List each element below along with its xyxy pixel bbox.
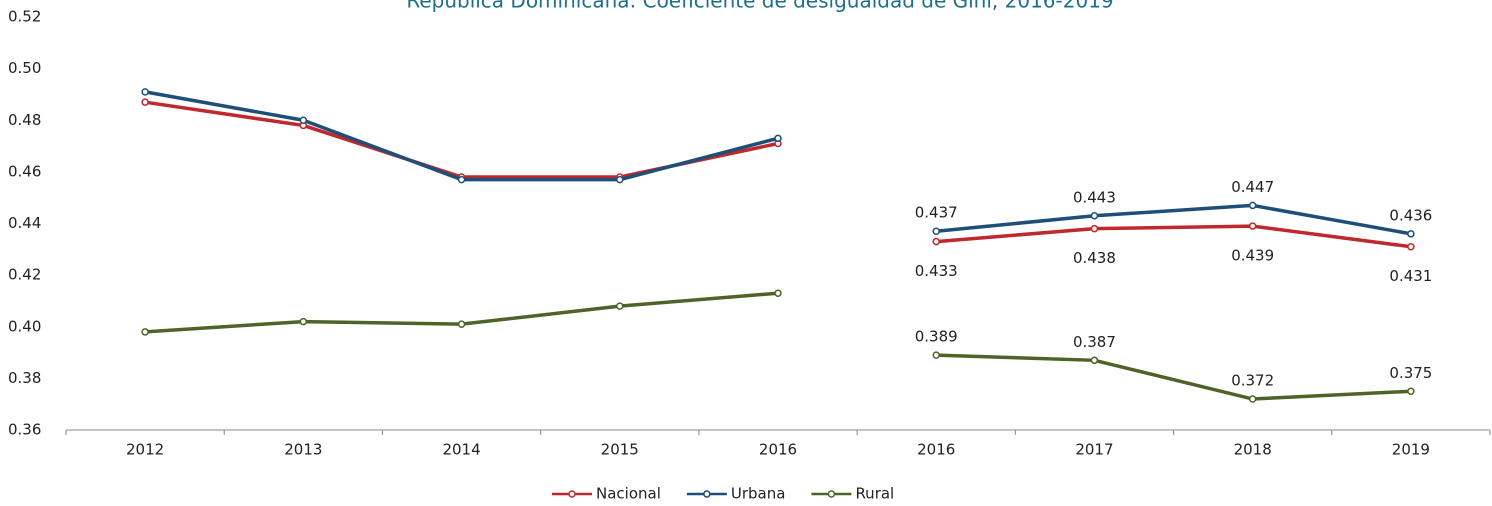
legend-marker <box>703 490 711 498</box>
data-point <box>774 289 782 297</box>
data-point <box>932 351 940 359</box>
data-label: 0.437 <box>915 204 958 222</box>
data-point <box>1090 212 1099 220</box>
data-point <box>457 320 466 328</box>
y-tick-label: 0.48 <box>8 111 41 129</box>
data-point <box>299 116 308 124</box>
y-tick-label: 0.44 <box>8 214 41 232</box>
y-tick-label: 0.40 <box>8 317 41 335</box>
legend: Nacional Urbana Rural <box>552 485 894 503</box>
data-label: 0.436 <box>1389 206 1432 224</box>
series-line <box>936 224 1412 249</box>
y-tick-label: 0.46 <box>8 162 41 180</box>
y-tick-label: 0.50 <box>8 59 41 77</box>
data-point <box>1248 222 1257 230</box>
series-line <box>936 203 1412 236</box>
x-tick-label: 2017 <box>1075 441 1113 459</box>
x-tick-label: 2014 <box>442 441 480 459</box>
legend-label: Urbana <box>731 485 786 503</box>
chart-title: República Dominicana: Coeficiente de des… <box>406 0 1113 13</box>
data-label: 0.387 <box>1073 333 1116 351</box>
data-label: 0.439 <box>1231 247 1274 265</box>
x-tick-label: 2016 <box>917 441 955 459</box>
x-tick-label: 2018 <box>1234 441 1272 459</box>
data-point <box>141 328 149 336</box>
data-label: 0.447 <box>1231 178 1274 196</box>
data-point <box>774 134 782 143</box>
data-point <box>932 237 940 246</box>
legend-marker <box>568 490 576 498</box>
y-tick-label: 0.42 <box>8 266 41 284</box>
data-label: 0.438 <box>1073 249 1116 267</box>
data-label: 0.372 <box>1231 372 1274 390</box>
data-point <box>1090 224 1099 233</box>
data-point <box>141 88 149 96</box>
series-line <box>144 90 779 182</box>
data-point <box>616 302 624 310</box>
data-point <box>616 175 624 184</box>
data-point <box>1407 387 1415 396</box>
data-label: 0.431 <box>1389 267 1432 285</box>
x-tick-label: 2019 <box>1392 441 1430 459</box>
y-tick-label: 0.38 <box>8 369 41 387</box>
series-line <box>144 100 779 179</box>
legend-label: Rural <box>855 485 894 503</box>
data-point <box>1248 201 1257 210</box>
data-label: 0.443 <box>1073 188 1116 206</box>
legend-marker <box>827 490 836 498</box>
data-point <box>299 317 308 326</box>
x-tick-label: 2012 <box>126 441 164 459</box>
y-tick-label: 0.36 <box>8 421 41 439</box>
legend-label: Nacional <box>596 485 661 503</box>
series-line <box>936 353 1411 401</box>
x-tick-label: 2013 <box>284 441 322 459</box>
data-point <box>141 98 149 106</box>
data-point <box>1248 395 1257 403</box>
data-label: 0.389 <box>915 328 958 346</box>
data-label: 0.375 <box>1389 364 1432 382</box>
data-point <box>1090 356 1099 365</box>
y-tick-label: 0.52 <box>8 8 41 26</box>
data-label: 0.433 <box>915 262 958 280</box>
data-point <box>1407 242 1415 251</box>
x-tick-label: 2015 <box>601 441 639 459</box>
data-point <box>457 175 466 184</box>
data-point <box>932 227 940 235</box>
data-point <box>1407 230 1415 238</box>
x-tick-label: 2016 <box>759 441 797 459</box>
